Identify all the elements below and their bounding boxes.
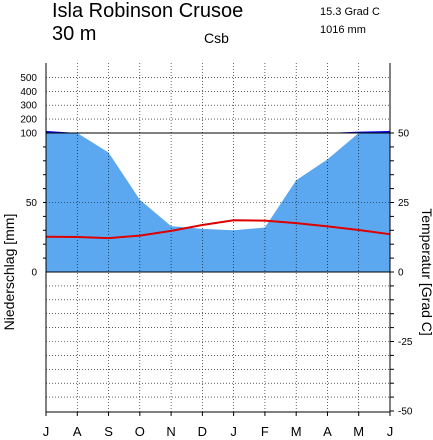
temperature-line (45, 219, 391, 240)
precipitation-area-below-100 (46, 133, 390, 272)
precipitation-area (46, 130, 390, 272)
temperature-tick-label: -25 (398, 337, 413, 348)
temperature-tick-label: 0 (398, 268, 404, 279)
mean-annual-temperature: 15.3 Grad C (320, 6, 380, 18)
temperature-axis-label: Temperatur [Grad C] (419, 208, 433, 336)
month-label: F (261, 424, 269, 439)
temperature-tick-label: 50 (398, 129, 410, 140)
month-label: D (198, 424, 207, 439)
precipitation-tick-label: 200 (20, 115, 37, 126)
grid (46, 63, 390, 412)
temperature-tick-label: 25 (398, 198, 410, 209)
month-label: M (291, 424, 302, 439)
month-label: J (43, 424, 50, 439)
temperature-tick-label: -50 (398, 407, 413, 418)
axes (43, 63, 394, 416)
temperature-line-group (45, 219, 391, 240)
station-name: Isla Robinson Crusoe (52, 0, 243, 22)
precipitation-tick-label: 100 (20, 129, 37, 140)
month-label: A (323, 424, 332, 439)
precipitation-tick-label: 300 (20, 101, 37, 112)
precipitation-tick-label: 50 (26, 198, 38, 209)
precipitation-tick-label: 0 (31, 268, 37, 279)
climate-classification: Csb (204, 30, 229, 46)
precipitation-axis-label: Niederschlag [mm] (1, 214, 17, 331)
annual-precipitation-total: 1016 mm (320, 24, 366, 36)
month-label: N (166, 424, 175, 439)
precipitation-tick-label: 400 (20, 87, 37, 98)
month-label: J (230, 424, 237, 439)
month-label: O (135, 424, 145, 439)
precipitation-tick-label: 500 (20, 73, 37, 84)
month-label: A (73, 424, 82, 439)
month-label: J (387, 424, 394, 439)
month-label: M (353, 424, 364, 439)
station-altitude: 30 m (52, 23, 96, 45)
month-label: S (104, 424, 113, 439)
